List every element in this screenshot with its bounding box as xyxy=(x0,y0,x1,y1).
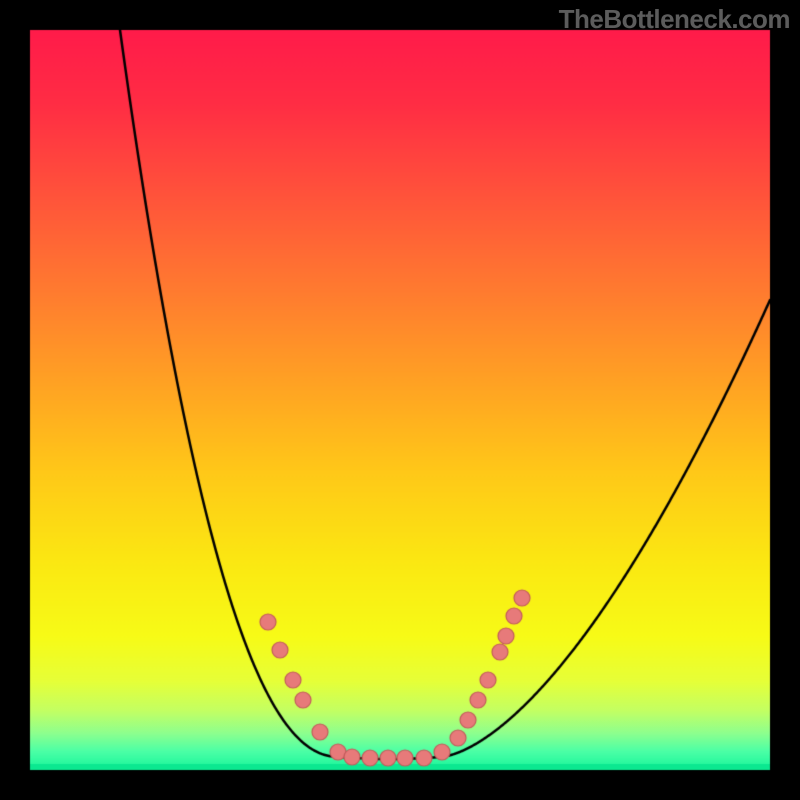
bottleneck-chart-canvas xyxy=(0,0,800,800)
chart-container: TheBottleneck.com xyxy=(0,0,800,800)
watermark-text: TheBottleneck.com xyxy=(559,4,790,35)
